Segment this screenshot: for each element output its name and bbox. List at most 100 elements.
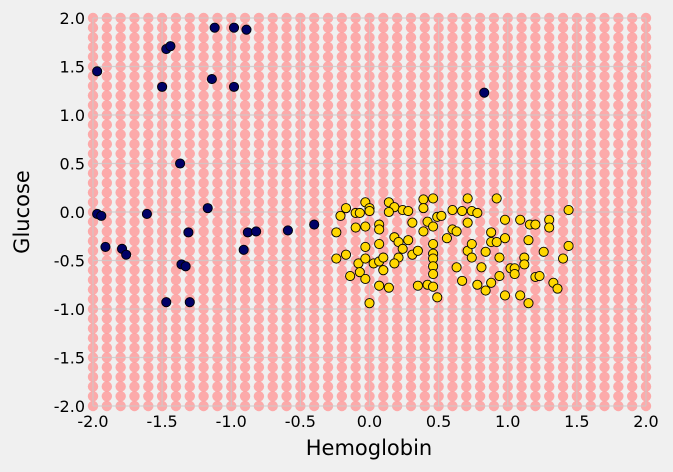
background-dot: [267, 294, 278, 305]
background-dot: [585, 265, 596, 276]
background-dot: [530, 381, 541, 392]
background-dot: [184, 168, 195, 179]
background-dot: [474, 197, 486, 208]
background-dot: [143, 187, 154, 198]
background-dot: [115, 138, 126, 150]
data-point-class-b: [509, 269, 520, 280]
background-dot: [419, 90, 430, 101]
background-dot: [101, 381, 113, 392]
background-dot: [599, 22, 610, 33]
background-dot: [516, 168, 527, 179]
background-dot: [129, 332, 140, 344]
data-point-class-b: [457, 275, 468, 286]
background-dot: [309, 119, 320, 130]
background-dot: [405, 362, 417, 373]
background-dot: [184, 216, 195, 227]
background-dot: [253, 313, 265, 324]
background-dot: [516, 313, 527, 324]
background-dot: [198, 168, 209, 179]
background-dot: [336, 168, 348, 179]
background-dot: [267, 332, 278, 344]
background-dot: [239, 148, 251, 159]
background-dot: [115, 342, 126, 353]
background-dot: [143, 391, 154, 402]
background-dot: [322, 362, 334, 373]
background-dot: [170, 90, 182, 101]
background-dot: [143, 245, 154, 256]
background-dot: [336, 274, 348, 286]
background-dot: [184, 381, 195, 392]
background-dot: [170, 284, 182, 295]
background-dot: [170, 51, 182, 62]
background-dot: [143, 80, 154, 92]
data-point-class-b: [480, 285, 491, 296]
background-dot: [516, 323, 527, 334]
background-dot: [447, 371, 458, 383]
background-dot: [447, 313, 458, 324]
background-dot: [170, 80, 182, 92]
background-dot: [613, 362, 624, 373]
background-dot: [585, 90, 596, 101]
data-point-class-b: [428, 193, 439, 204]
background-dot: [143, 41, 154, 53]
background-dot: [613, 90, 624, 101]
background-dot: [115, 90, 126, 101]
background-dot: [212, 245, 223, 256]
background-dot: [170, 226, 182, 237]
background-dot: [350, 71, 361, 82]
background-dot: [530, 22, 541, 33]
background-dot: [253, 168, 265, 179]
background-dot: [267, 226, 278, 237]
background-dot: [253, 22, 265, 33]
background-dot: [488, 32, 500, 43]
background-dot: [115, 80, 126, 92]
background-dot: [267, 245, 278, 256]
background-dot: [585, 226, 596, 237]
background-dot: [488, 362, 500, 373]
background-dot: [530, 32, 541, 43]
background-dot: [212, 284, 223, 295]
background-dot: [212, 51, 223, 62]
background-dot: [419, 362, 430, 373]
background-dot: [309, 323, 320, 334]
data-point-class-b: [360, 241, 371, 252]
background-dot: [281, 32, 292, 43]
background-dot: [378, 362, 389, 373]
background-dot: [599, 235, 610, 247]
background-dot: [447, 90, 458, 101]
background-dot: [184, 90, 195, 101]
background-dot: [281, 177, 292, 189]
background-dot: [474, 187, 486, 198]
data-point-class-a: [206, 74, 217, 85]
background-dot: [129, 177, 140, 189]
background-dot: [447, 294, 458, 305]
background-dot: [281, 51, 292, 62]
background-dot: [350, 41, 361, 53]
background-dot: [419, 129, 430, 140]
background-dot: [239, 90, 251, 101]
background-dot: [267, 148, 278, 159]
background-dot: [184, 51, 195, 62]
background-dot: [461, 90, 472, 101]
background-dot: [239, 294, 251, 305]
background-dot: [170, 381, 182, 392]
background-dot: [129, 371, 140, 383]
background-dot: [101, 332, 113, 344]
data-point-class-a: [309, 219, 320, 230]
background-dot: [613, 187, 624, 198]
background-dot: [267, 138, 278, 150]
background-dot: [253, 41, 265, 53]
background-dot: [391, 148, 403, 159]
x-tick-label: -0.5: [285, 412, 316, 431]
background-dot: [253, 187, 265, 198]
data-point-class-b: [374, 280, 385, 291]
data-point-class-b: [534, 270, 545, 282]
background-dot: [129, 129, 140, 140]
background-dot: [474, 381, 486, 392]
background-dot: [184, 332, 195, 344]
background-dot: [129, 274, 140, 286]
background-dot: [516, 332, 527, 344]
y-tick-label: -2.0: [54, 397, 85, 416]
data-point-class-b: [441, 233, 452, 244]
background-dot: [239, 138, 251, 150]
